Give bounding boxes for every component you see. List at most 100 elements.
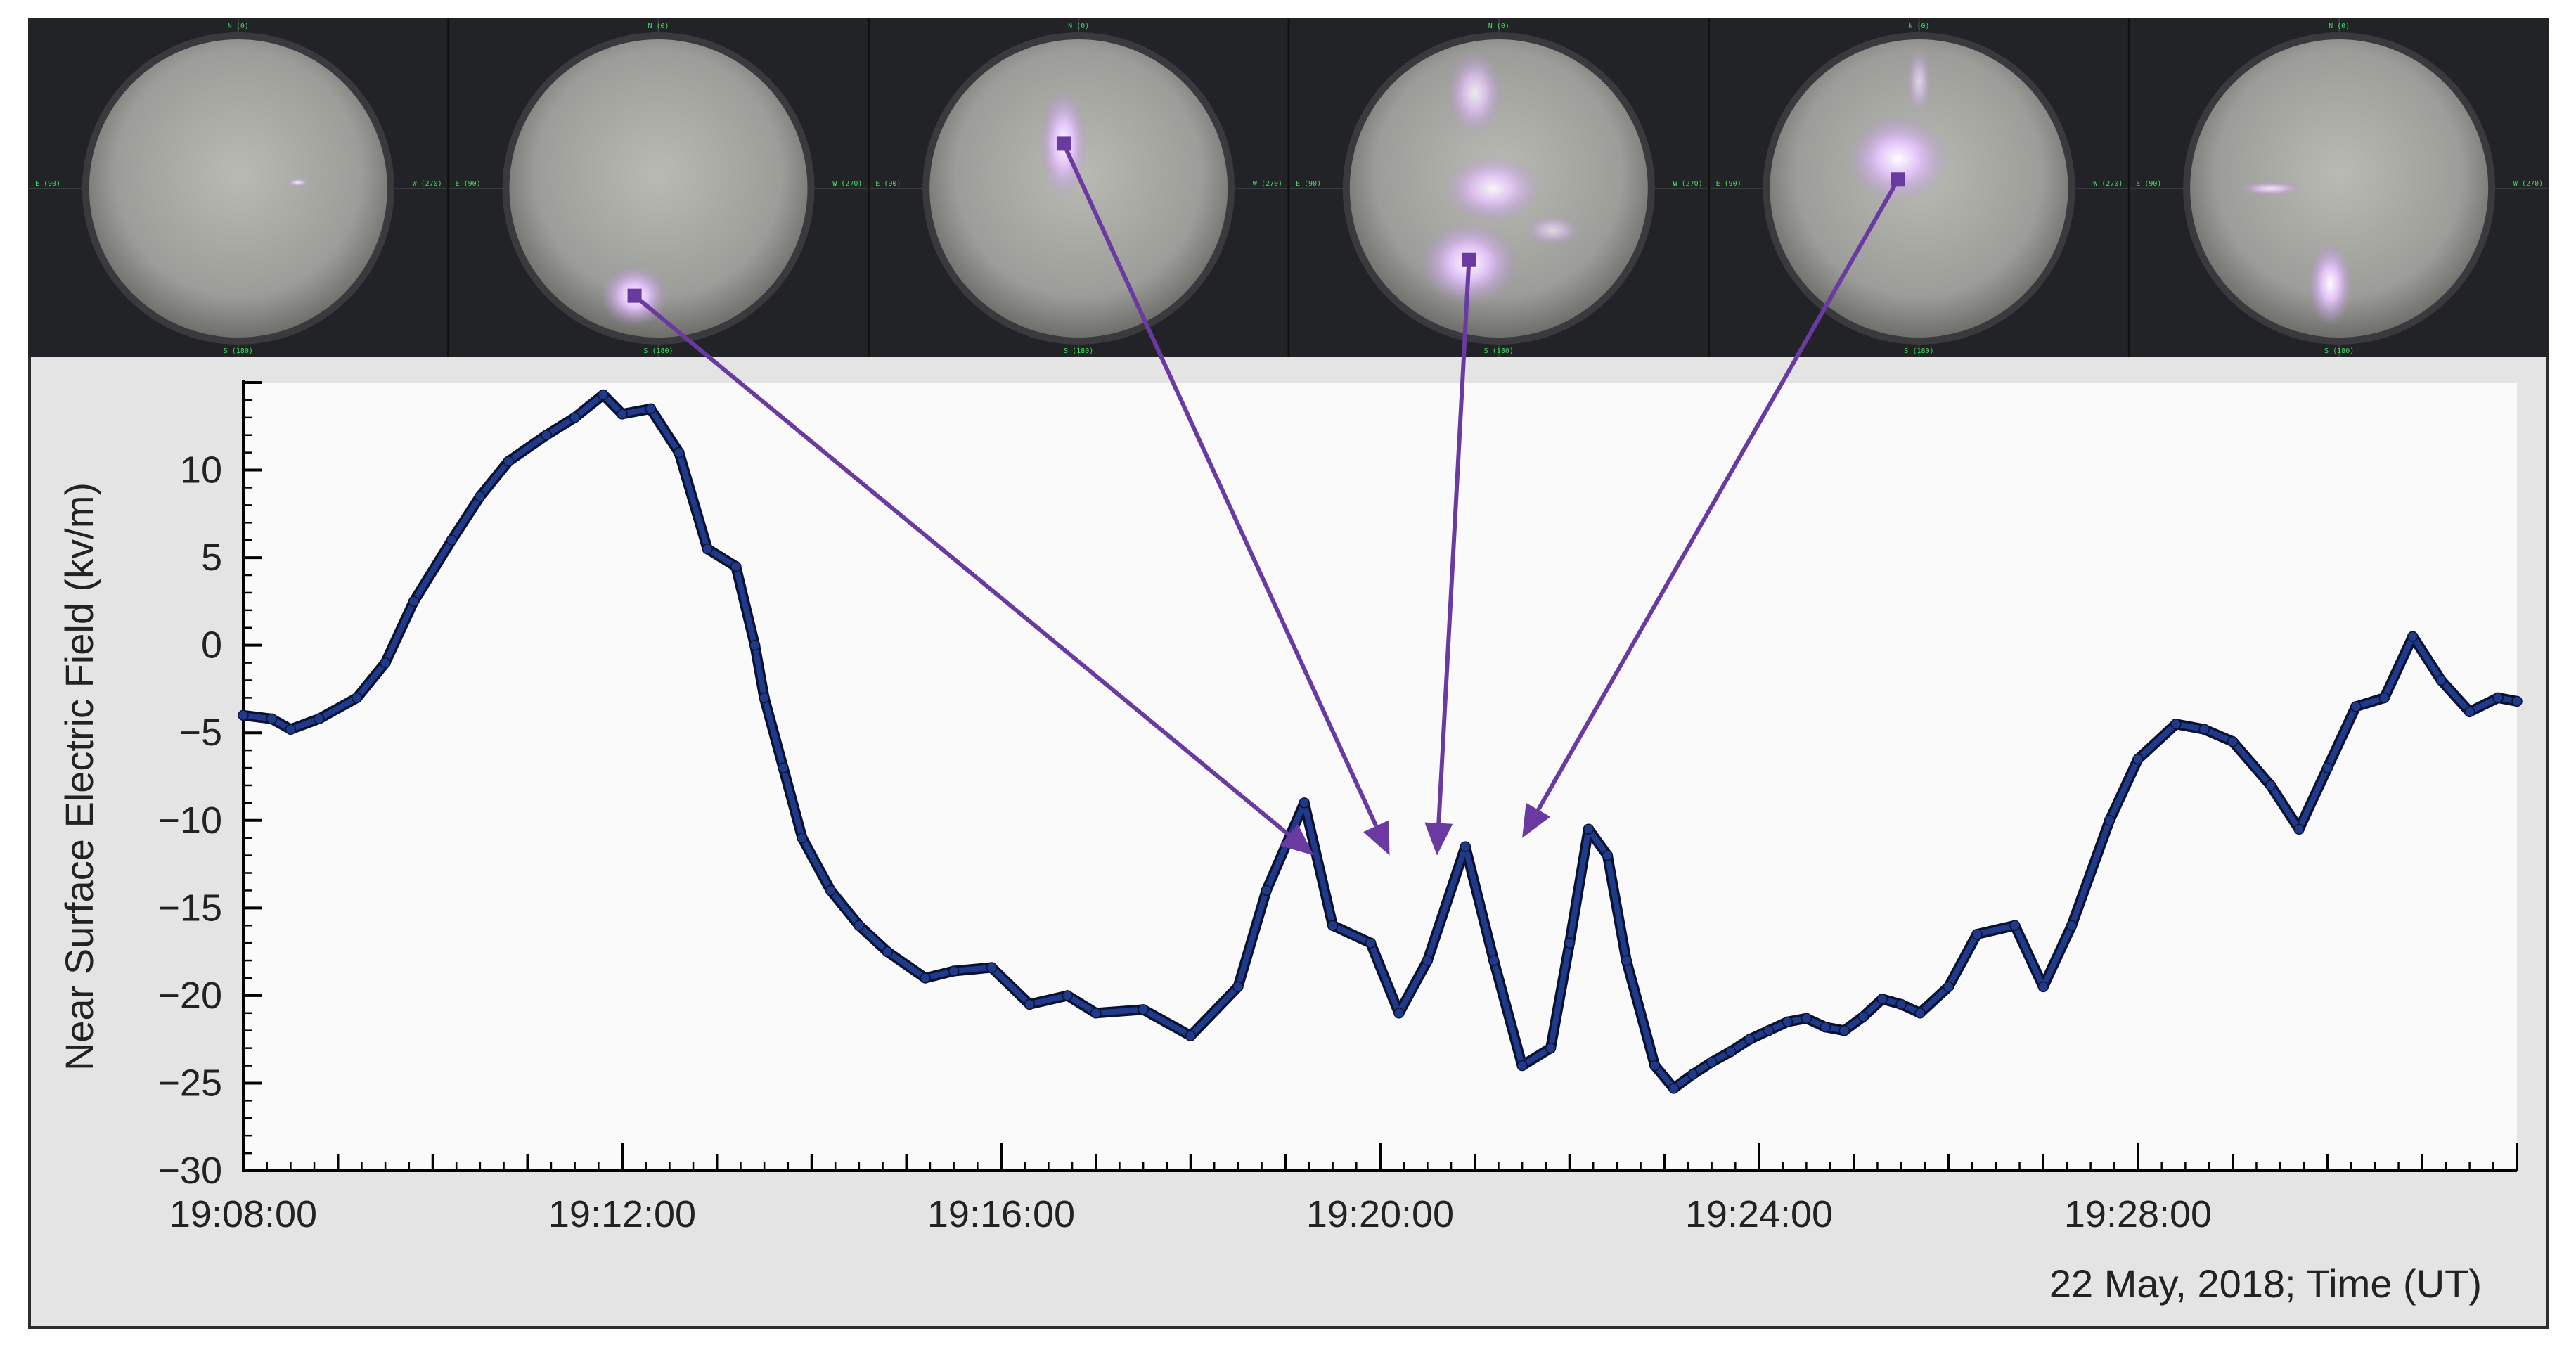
data-point: [2227, 735, 2239, 747]
lightning-glow: [1443, 155, 1543, 222]
compass-west-label: W (270): [2513, 180, 2543, 188]
compass-west-label: W (270): [413, 180, 442, 188]
x-axis-date-label: 22 May, 2018; Time (UT): [2049, 1261, 2482, 1306]
data-point: [645, 403, 657, 415]
lightning-glow: [2307, 241, 2353, 326]
data-point: [1460, 841, 1471, 852]
compass-east-label: E (90): [2136, 180, 2161, 188]
data-point: [2511, 695, 2523, 707]
data-point: [702, 543, 714, 555]
x-tick-label: 19:20:00: [1306, 1193, 1454, 1235]
data-point: [2037, 981, 2049, 993]
plot-area: [243, 382, 2517, 1171]
data-point: [1564, 937, 1576, 949]
data-point: [1185, 1030, 1197, 1041]
y-tick-label: −30: [157, 1150, 222, 1192]
data-point: [2407, 631, 2419, 642]
compass-east-label: E (90): [1716, 180, 1741, 188]
all-sky-camera-strip: N (0) E (90) W (270) S (180) N (0) E (90) W (2…: [28, 18, 2549, 357]
data-point: [2464, 706, 2475, 718]
annotation-arrow-head: [1522, 802, 1551, 838]
data-point: [674, 446, 685, 458]
data-point: [1668, 1083, 1680, 1094]
compass-south-label: S (180): [1064, 347, 1093, 355]
electric-field-points: [238, 389, 2523, 1094]
data-point: [1583, 823, 1595, 835]
data-point: [854, 920, 865, 931]
annotation-arrow-shaft: [1062, 143, 1379, 828]
data-point: [617, 409, 628, 420]
compass-north-label: N (0): [648, 22, 669, 30]
data-point: [1602, 849, 1614, 861]
data-point: [2104, 815, 2115, 826]
data-point: [380, 657, 391, 669]
data-point: [1621, 955, 1632, 966]
camera-frame-5: N (0) E (90) W (270) S (180): [1708, 18, 2130, 357]
compass-west-label: W (270): [1253, 180, 1282, 188]
data-point: [1393, 1008, 1405, 1019]
y-tick-label: −25: [157, 1062, 222, 1104]
compass-west-label: W (270): [832, 180, 862, 188]
data-point: [408, 596, 420, 608]
compass-south-label: S (180): [1484, 347, 1514, 355]
data-point: [1138, 1004, 1149, 1015]
annotation-arrow-head: [1280, 823, 1314, 856]
compass-north-label: N (0): [1908, 22, 1929, 30]
data-point: [1327, 920, 1339, 931]
annotation-arrows: [627, 136, 1905, 856]
sky-dome: [509, 39, 808, 338]
data-point: [503, 456, 515, 467]
data-point: [1090, 1008, 1102, 1019]
y-axis-label: Near Surface Electric Field (kv/m): [57, 482, 101, 1071]
data-point: [882, 946, 894, 958]
data-point: [1763, 1024, 1775, 1036]
compass-north-label: N (0): [2329, 22, 2350, 30]
data-point: [1971, 928, 1983, 940]
data-point: [446, 534, 458, 546]
compass-north-label: N (0): [1068, 22, 1089, 30]
sky-dome: [89, 39, 387, 338]
data-point: [285, 724, 297, 735]
annotation-arrow-head: [1363, 820, 1390, 856]
annotation-arrow-tail: [627, 288, 642, 303]
data-point: [541, 429, 552, 441]
data-point: [1820, 1021, 1831, 1033]
data-point: [986, 962, 998, 973]
x-tick-label: 19:12:00: [548, 1193, 696, 1235]
data-point: [2378, 692, 2390, 704]
camera-frame-1: N (0) E (90) W (270) S (180): [28, 18, 449, 357]
data-point: [238, 709, 249, 721]
data-point: [2170, 719, 2182, 730]
data-point: [1232, 981, 1244, 993]
camera-frames-svg: N (0) E (90) W (270) S (180) N (0) E (90) W (2…: [28, 18, 2549, 357]
data-point: [749, 639, 761, 651]
lightning-glow: [2239, 181, 2302, 195]
data-point: [1261, 885, 1273, 896]
data-point: [2435, 674, 2447, 686]
data-point: [1914, 1008, 1926, 1019]
lightning-glow: [1446, 51, 1503, 136]
data-point: [1488, 955, 1500, 966]
data-point: [778, 762, 789, 773]
compass-east-label: E (90): [456, 180, 481, 188]
data-point: [759, 692, 770, 704]
data-point: [2350, 701, 2362, 712]
y-tick-label: −15: [157, 887, 222, 929]
compass-east-label: E (90): [1296, 180, 1321, 188]
data-point: [1365, 937, 1377, 949]
data-point: [2492, 692, 2504, 704]
data-point: [797, 832, 808, 844]
compass-west-label: W (270): [2093, 180, 2123, 188]
data-point: [1516, 1060, 1528, 1072]
data-point: [1062, 990, 1074, 1001]
lightning-glow: [1524, 214, 1581, 246]
lightning-glow: [1906, 47, 1932, 115]
data-point: [1649, 1060, 1661, 1072]
data-point: [1024, 998, 1036, 1010]
x-tick-label: 19:16:00: [927, 1193, 1075, 1235]
data-point: [1299, 797, 1310, 809]
sky-dome: [929, 39, 1228, 338]
compass-west-label: W (270): [1673, 180, 1703, 188]
data-point: [1744, 1034, 1756, 1045]
